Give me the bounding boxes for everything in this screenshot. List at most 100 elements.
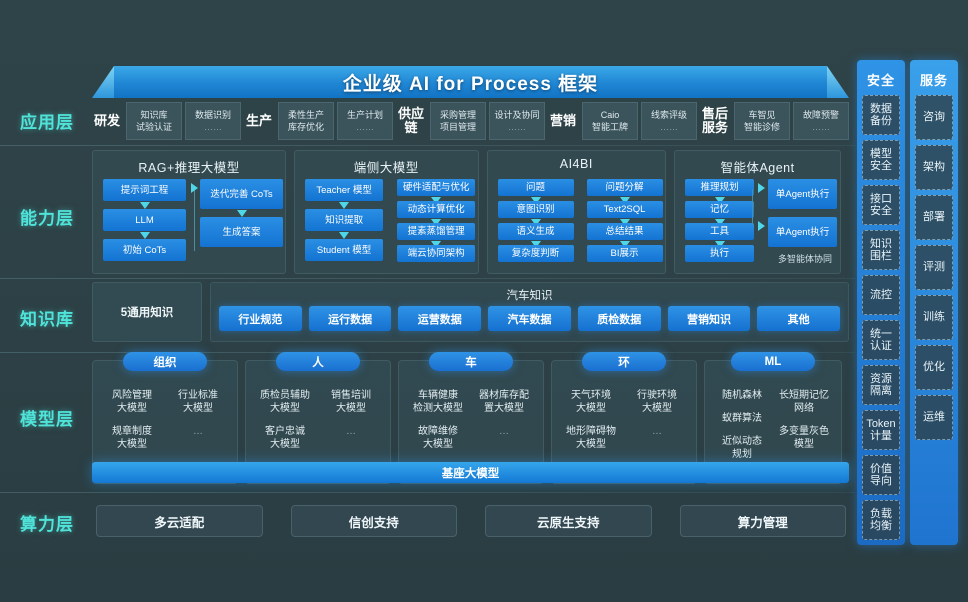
service-item[interactable]: 咨询 (915, 95, 953, 140)
knowledge-chip[interactable]: 行业规范 (219, 306, 302, 331)
service-item[interactable]: 部署 (915, 195, 953, 240)
model-item[interactable]: 规章制度 大模型 (112, 426, 152, 450)
service-item[interactable]: 评测 (915, 245, 953, 290)
application-cell[interactable]: 设计及协同 …… (489, 102, 545, 140)
capability-node[interactable]: 问题 (497, 179, 574, 196)
model-item[interactable]: 风险管理 大模型 (112, 390, 152, 414)
capability-node[interactable]: 提素蒸馏管理 (397, 223, 476, 240)
capability-node[interactable]: LLM (103, 209, 186, 231)
row-separator (0, 352, 855, 353)
application-cell[interactable]: 车智见 智能诊修 (734, 102, 790, 140)
application-cell[interactable]: 故障预警 …… (793, 102, 849, 140)
application-cell[interactable]: 生产计划 …… (337, 102, 393, 140)
compute-button[interactable]: 云原生支持 (485, 505, 652, 537)
model-item[interactable]: … (651, 426, 662, 437)
capability-node[interactable]: 初始 CoTs (103, 239, 186, 261)
capability-node[interactable]: 复杂度判断 (497, 245, 574, 262)
title-banner: 企业级 AI for Process 框架 (92, 66, 849, 98)
compute-button[interactable]: 算力管理 (679, 505, 846, 537)
capability-node[interactable]: Teacher 模型 (305, 179, 384, 201)
model-panel-pill[interactable]: 人 (275, 352, 360, 371)
model-item[interactable]: 近似动态 规划 (721, 436, 762, 460)
application-cell[interactable]: 柔性生产 库存优化 (278, 102, 334, 140)
model-item[interactable]: 器材库存配 置大模型 (478, 390, 529, 414)
model-item-column: 天气环境 大模型 地形障碍物 大模型 (558, 383, 624, 477)
security-item[interactable]: 模型 安全 (862, 140, 900, 180)
service-item[interactable]: 运维 (915, 395, 953, 440)
security-item[interactable]: 统一 认证 (862, 320, 900, 360)
application-cell[interactable]: 采购管理 项目管理 (430, 102, 486, 140)
security-item[interactable]: 知识 围栏 (862, 230, 900, 270)
model-panel-pill[interactable]: 车 (428, 352, 513, 371)
security-item[interactable]: Token 计量 (862, 410, 900, 450)
capability-node[interactable]: BI展示 (586, 245, 663, 262)
model-item[interactable]: 行驶环境 大模型 (636, 390, 677, 414)
capability-node[interactable]: 单Agent执行 (768, 217, 838, 247)
knowledge-chip[interactable]: 营销知识 (667, 306, 751, 331)
model-item[interactable]: 天气环境 大模型 (570, 390, 611, 414)
knowledge-chip[interactable]: 运营数据 (398, 306, 482, 331)
application-cell[interactable]: 数据识别 …… (185, 102, 241, 140)
capability-node[interactable]: 工具 (685, 223, 755, 240)
compute-button[interactable]: 信创支持 (290, 505, 457, 537)
arrow-right-icon (758, 221, 766, 231)
capability-node[interactable]: 单Agent执行 (768, 179, 838, 209)
general-knowledge-box[interactable]: 5通用知识 (92, 282, 202, 342)
model-item[interactable]: 多变量灰色 模型 (779, 426, 829, 450)
model-item[interactable]: … (193, 426, 203, 437)
compute-button[interactable]: 多云适配 (96, 505, 263, 537)
capability-node[interactable]: 记忆 (685, 201, 755, 218)
capability-node[interactable]: Student 模型 (305, 239, 384, 261)
security-item[interactable]: 资源 隔离 (862, 365, 900, 405)
capability-node[interactable]: 迭代完善 CoTs (200, 179, 283, 209)
capability-node[interactable]: 硬件适配与优化 (397, 179, 476, 196)
security-item[interactable]: 负载 均衡 (862, 500, 900, 540)
security-item[interactable]: 流控 (862, 275, 900, 315)
service-item[interactable]: 架构 (915, 145, 953, 190)
security-item[interactable]: 接口 安全 (862, 185, 900, 225)
model-panel-pill[interactable]: 组织 (122, 352, 207, 371)
capability-node[interactable]: 语义生成 (497, 223, 574, 240)
knowledge-chip[interactable]: 汽车数据 (488, 306, 571, 331)
security-item[interactable]: 价值 导向 (862, 455, 900, 495)
capability-node[interactable]: 知识提取 (305, 209, 384, 231)
knowledge-chip[interactable]: 运行数据 (308, 306, 392, 331)
model-item[interactable]: 客户忠诚 大模型 (264, 426, 305, 450)
capability-node[interactable]: 生成答案 (200, 217, 283, 247)
base-model-bar[interactable]: 基座大模型 (92, 462, 849, 483)
model-item[interactable]: … (345, 426, 356, 437)
model-panel-pill[interactable]: 环 (581, 352, 666, 371)
knowledge-chip[interactable]: 质检数据 (577, 306, 661, 331)
compute-layer-row: 多云适配 信创支持 云原生支持 算力管理 (96, 505, 846, 537)
application-cell[interactable]: 知识库 试验认证 (126, 102, 182, 140)
capability-node[interactable]: 总结结果 (586, 223, 663, 240)
model-item[interactable]: 长短期记忆 网络 (779, 390, 829, 414)
capability-node[interactable]: 意图识别 (497, 201, 574, 218)
model-item[interactable]: 故障维修 大模型 (417, 426, 458, 450)
model-item[interactable]: 行业标准 大模型 (178, 390, 218, 414)
capability-node[interactable]: 执行 (685, 245, 755, 262)
model-item[interactable]: 车辆健康 检测大模型 (412, 390, 463, 414)
capability-node[interactable]: 问题分解 (586, 179, 663, 196)
application-group-label: 供应链 (397, 106, 424, 135)
model-item[interactable]: … (498, 426, 509, 437)
capability-node[interactable]: 端云协同架构 (397, 245, 476, 262)
model-item-column: 器材库存配 置大模型 … (471, 383, 537, 477)
application-cell[interactable]: 线索评级 …… (641, 102, 697, 140)
model-item[interactable]: 随机森林 (721, 390, 762, 401)
capability-node[interactable]: 提示词工程 (103, 179, 186, 201)
capability-node[interactable]: 动态计算优化 (397, 201, 476, 218)
model-item[interactable]: 蚁群算法 (721, 413, 762, 424)
application-cell[interactable]: Caio 智能工牌 (582, 102, 638, 140)
model-item[interactable]: 质检员辅助 大模型 (259, 390, 310, 414)
service-item[interactable]: 优化 (915, 345, 953, 390)
security-item[interactable]: 数据 备份 (862, 95, 900, 135)
model-item[interactable]: 销售培训 大模型 (330, 390, 371, 414)
service-item[interactable]: 训练 (915, 295, 953, 340)
model-panel-pill[interactable]: ML (730, 352, 815, 371)
application-cell-line: 试验认证 (135, 122, 172, 132)
model-item[interactable]: 地形障碍物 大模型 (565, 426, 616, 450)
capability-node[interactable]: Text2SQL (586, 201, 663, 218)
capability-node[interactable]: 推理规划 (685, 179, 755, 196)
knowledge-chip[interactable]: 其他 (757, 306, 841, 331)
